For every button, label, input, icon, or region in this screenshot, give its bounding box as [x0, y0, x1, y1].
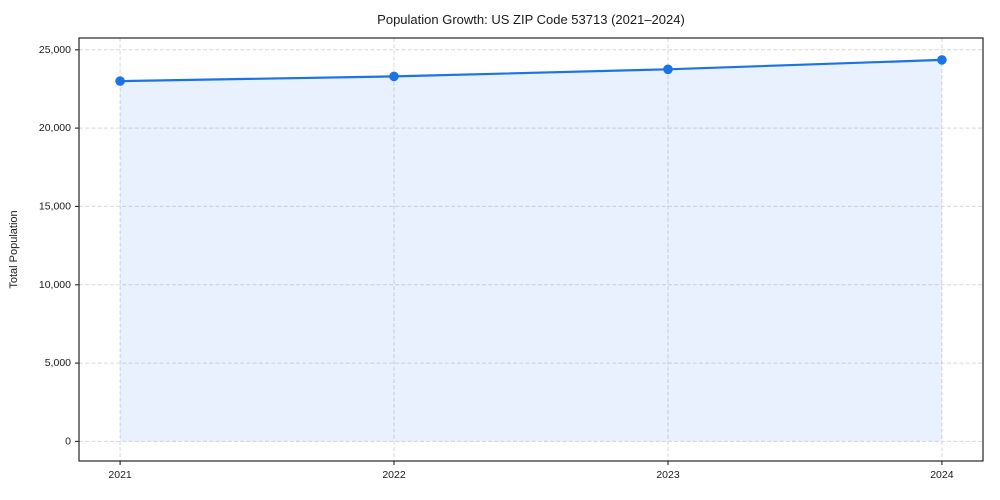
y-tick-label: 5,000	[45, 357, 71, 369]
area-fill-layer	[120, 59, 942, 442]
chart-title: Population Growth: US ZIP Code 53713 (20…	[377, 12, 685, 27]
y-tick-label: 0	[65, 435, 71, 447]
y-axis-label: Total Population	[8, 210, 20, 288]
gridlines	[79, 38, 983, 461]
y-tick-label: 10,000	[39, 279, 71, 291]
data-points-layer	[115, 55, 947, 86]
x-tick-label: 2022	[382, 469, 406, 481]
y-tick-label: 15,000	[39, 200, 71, 212]
area-fill	[120, 59, 942, 442]
y-tick-label: 20,000	[39, 122, 71, 134]
data-point	[389, 71, 399, 82]
axis-tick-labels: 0 5,000 10,000 15,000 20,000 25,000 2021 2022 20…	[39, 44, 954, 481]
x-tick-label: 2021	[108, 469, 132, 481]
plot-border	[78, 37, 984, 462]
data-point	[663, 64, 673, 75]
trend-line	[118, 58, 944, 83]
data-point	[937, 55, 947, 65]
x-tick-label: 2023	[656, 469, 680, 481]
y-tick-label: 25,000	[39, 44, 71, 56]
trend-line-layer	[118, 58, 944, 83]
axis-ticks	[75, 49, 943, 465]
x-tick-label: 2024	[930, 469, 954, 481]
data-point	[115, 76, 125, 86]
